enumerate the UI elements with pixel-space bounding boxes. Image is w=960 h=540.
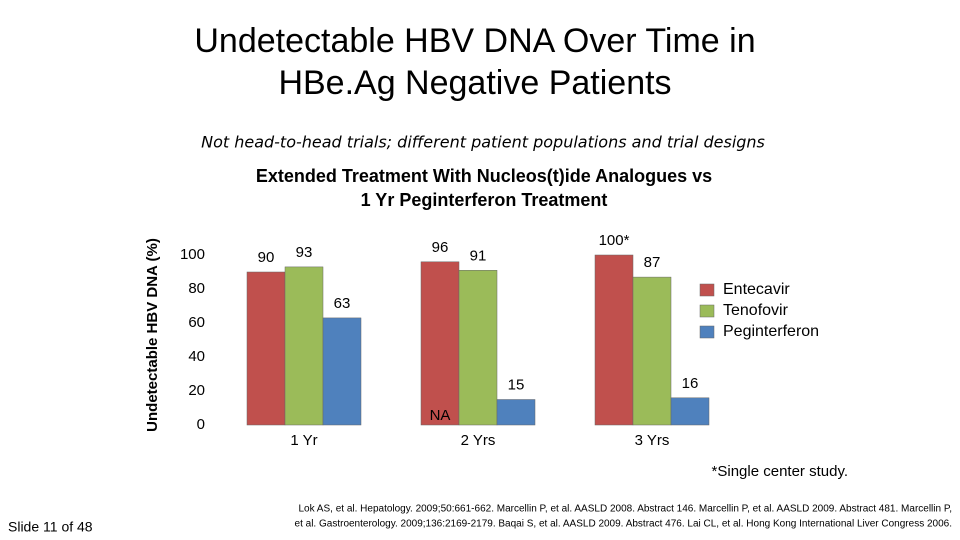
reference: Lok AS, et al. Hepatology. 2009;50:661-6… xyxy=(298,504,952,515)
legend-label: Tenofovir xyxy=(723,302,789,319)
value-label: 91 xyxy=(470,247,487,264)
annotation: NA xyxy=(430,407,451,424)
value-label: 15 xyxy=(508,376,525,393)
bar xyxy=(670,397,710,426)
value-label: 16 xyxy=(682,375,699,392)
y-tick-label: 0 xyxy=(197,416,205,433)
bar xyxy=(594,254,634,426)
y-tick-label: 100 xyxy=(180,246,205,263)
value-label: 63 xyxy=(334,295,351,312)
bar xyxy=(632,276,672,426)
value-label: 87 xyxy=(644,254,661,271)
bar xyxy=(322,317,362,426)
x-tick-label: 2 Yrs xyxy=(461,432,496,449)
bar xyxy=(458,270,498,426)
legend-swatch xyxy=(699,325,715,339)
reference: et al. Gastroenterology. 2009;136:2169-2… xyxy=(295,519,952,530)
subtitle: Not head-to-head trials; different patie… xyxy=(201,133,765,152)
y-axis-label: Undetectable HBV DNA (%) xyxy=(144,238,161,432)
value-label: 96 xyxy=(432,239,449,256)
bar xyxy=(246,271,286,426)
x-tick-label: 1 Yr xyxy=(290,432,317,449)
legend-swatch xyxy=(699,283,715,297)
footnote: *Single center study. xyxy=(712,463,848,480)
value-label: 100* xyxy=(599,232,630,249)
chart-title: 1 Yr Peginterferon Treatment xyxy=(361,190,608,210)
slide-number: Slide 11 of 48 xyxy=(8,519,93,535)
bar xyxy=(284,266,324,426)
value-label: 90 xyxy=(258,249,275,266)
bar xyxy=(420,261,460,426)
y-tick-label: 80 xyxy=(188,280,205,297)
bar xyxy=(496,399,536,426)
chart-title: Extended Treatment With Nucleos(t)ide An… xyxy=(256,166,712,186)
x-tick-label: 3 Yrs xyxy=(635,432,670,449)
y-tick-label: 20 xyxy=(188,382,205,399)
legend-label: Entecavir xyxy=(723,281,790,298)
legend-label: Peginterferon xyxy=(723,323,819,340)
y-tick-label: 60 xyxy=(188,314,205,331)
slide-title: Undetectable HBV DNA Over Time in xyxy=(194,22,755,60)
value-label: 93 xyxy=(296,244,313,261)
y-tick-label: 40 xyxy=(188,348,205,365)
slide-title: HBe.Ag Negative Patients xyxy=(278,64,671,102)
legend-swatch xyxy=(699,304,715,318)
